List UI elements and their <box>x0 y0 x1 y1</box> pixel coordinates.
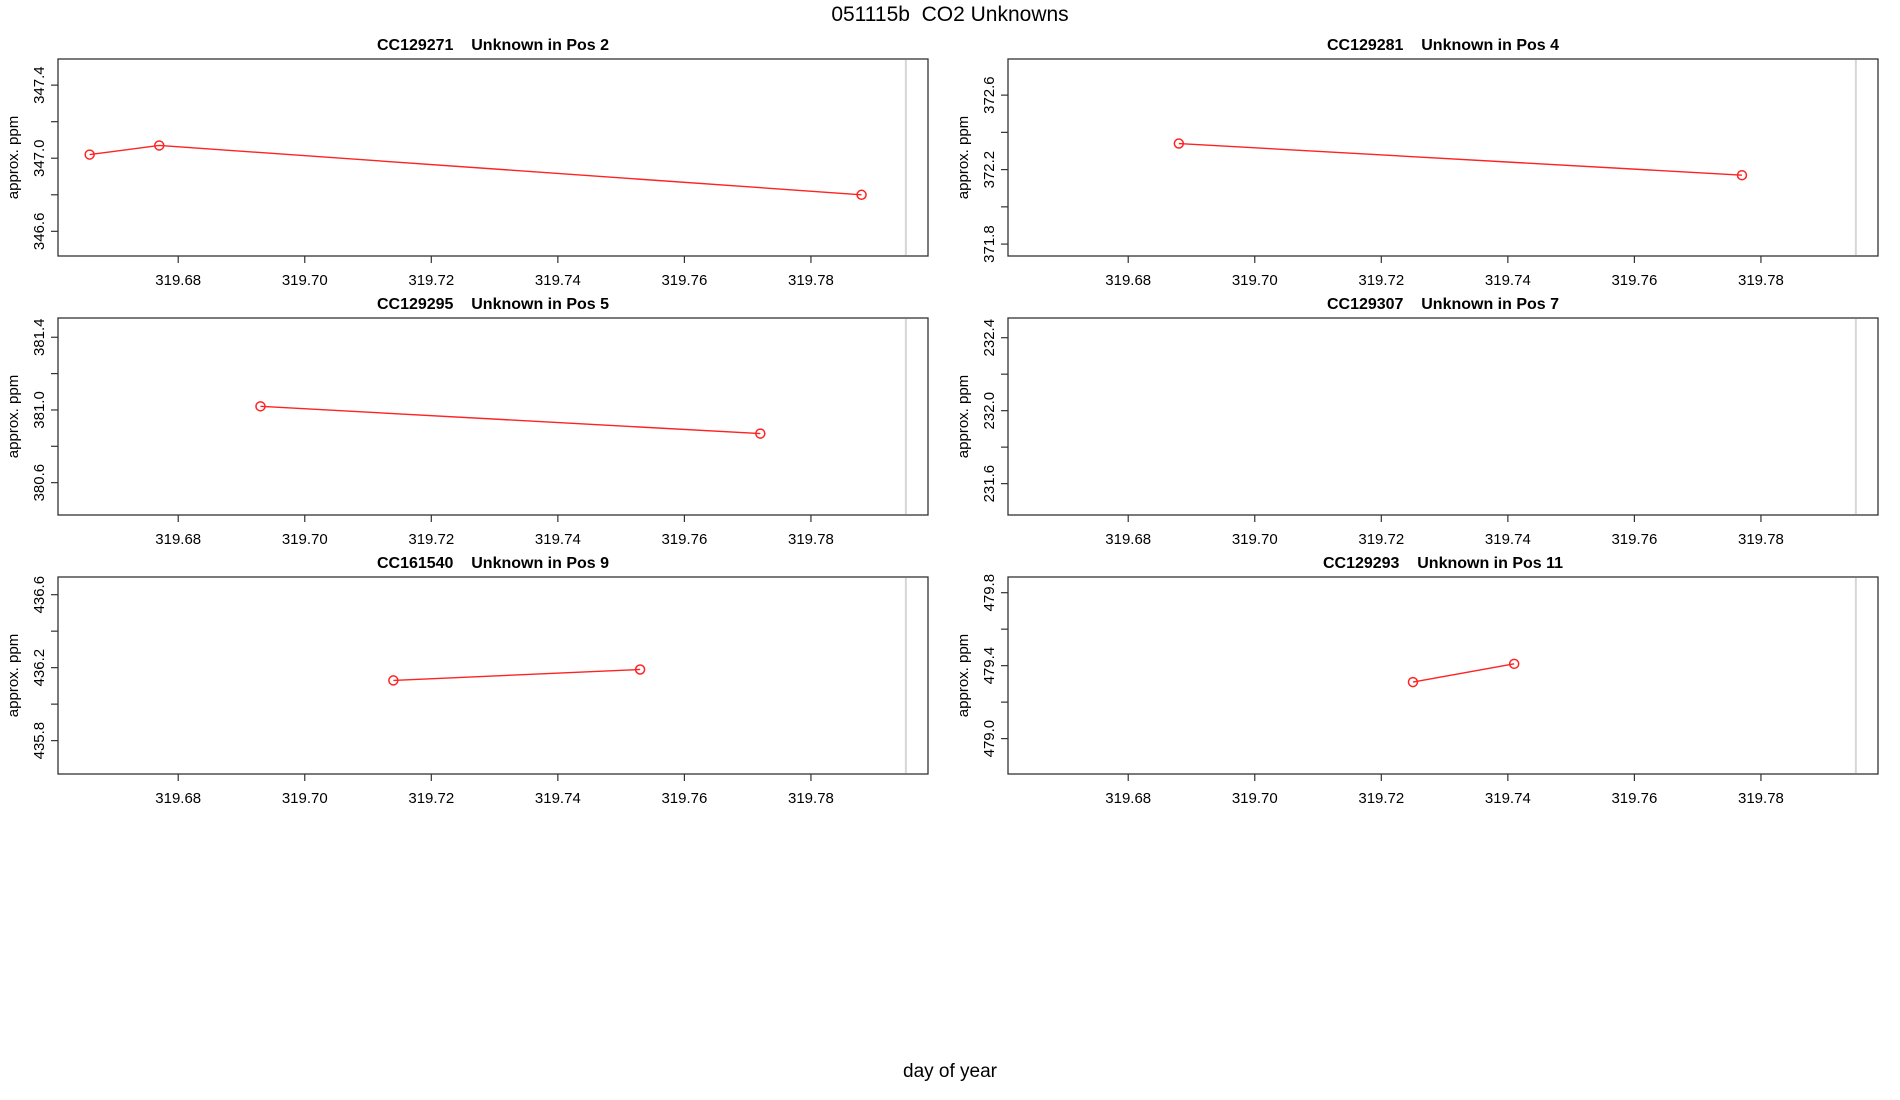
data-point <box>755 428 766 439</box>
y-tick-label: 232.4 <box>981 319 998 357</box>
panel-title: CC129281 Unknown in Pos 4 <box>1327 37 1559 54</box>
plot-frame <box>1007 576 1879 775</box>
data-point <box>1736 169 1748 181</box>
y-tick-label: 232.0 <box>981 392 998 430</box>
y-tick-label: 381.0 <box>31 391 48 429</box>
x-tick-label: 319.74 <box>1485 272 1531 289</box>
x-tick-label: 319.70 <box>1232 790 1278 807</box>
data-point <box>634 664 646 675</box>
y-tick-label: 436.6 <box>31 576 48 614</box>
y-tick-label: 371.8 <box>981 225 998 263</box>
x-tick-label: 319.70 <box>282 531 328 548</box>
y-tick-label: 231.6 <box>981 465 998 503</box>
y-tick-label: 372.2 <box>981 151 998 189</box>
data-point <box>84 149 95 160</box>
x-tick-label: 319.72 <box>1358 790 1404 807</box>
x-tick-label: 319.74 <box>1485 790 1531 807</box>
x-tick-label: 319.78 <box>1738 790 1784 807</box>
x-tick-label: 319.76 <box>661 790 707 807</box>
panel-title: CC129295 Unknown in Pos 5 <box>377 296 609 313</box>
panel-CC129281: 372.6 372.2 371.8 319.68 319.70 319.72 319.74 3… <box>955 37 1879 289</box>
y-tick-label: 479.4 <box>981 647 998 685</box>
data-line <box>89 144 862 196</box>
y-axis-label: approx. ppm <box>5 116 22 199</box>
x-tick-label: 319.68 <box>155 531 201 548</box>
y-tick-label: 380.6 <box>31 464 48 502</box>
x-tick-label: 319.72 <box>1358 272 1404 289</box>
x-tick-label: 319.70 <box>282 790 328 807</box>
x-tick-label: 319.68 <box>1105 272 1151 289</box>
data-line <box>1178 142 1743 176</box>
x-tick-label: 319.74 <box>1485 531 1531 548</box>
y-tick-label: 479.0 <box>981 720 998 758</box>
x-tick-label: 319.72 <box>408 531 454 548</box>
panel-title: CC129271 Unknown in Pos 2 <box>377 37 609 54</box>
plot-frame <box>57 576 929 775</box>
panel-CC129271: 347.4 347.0 346.6 319.68 319.70 319.72 319.74 3… <box>5 37 929 289</box>
data-point <box>388 675 399 686</box>
figure-title: 051115b CO2 Unknowns <box>831 3 1069 26</box>
y-tick-label: 381.4 <box>31 318 48 356</box>
panel-title: CC161540 Unknown in Pos 9 <box>377 555 609 572</box>
panel-CC129295: 381.4 381.0 380.6 319.68 319.70 319.72 319.74 3… <box>5 296 929 548</box>
x-tick-label: 319.76 <box>1611 272 1657 289</box>
x-tick-label: 319.78 <box>1738 272 1784 289</box>
x-tick-label: 319.68 <box>155 272 201 289</box>
x-tick-label: 319.78 <box>788 790 834 807</box>
plot-frame <box>1007 58 1879 257</box>
x-tick-label: 319.74 <box>535 790 581 807</box>
x-tick-label: 319.76 <box>1611 790 1657 807</box>
data-line <box>393 668 641 682</box>
plot-frame <box>1007 317 1879 516</box>
data-line <box>260 405 761 435</box>
panel-CC129307: 232.4 232.0 231.6 319.68 319.70 319.72 319.74 3… <box>955 296 1879 548</box>
y-tick-label: 346.6 <box>31 213 48 251</box>
x-tick-label: 319.68 <box>155 790 201 807</box>
y-tick-label: 435.8 <box>31 722 48 760</box>
data-point <box>1508 658 1520 670</box>
plot-frame <box>57 58 929 257</box>
y-tick-label: 347.4 <box>31 66 48 104</box>
data-point <box>255 401 266 412</box>
x-tick-label: 319.78 <box>1738 531 1784 548</box>
y-tick-label: 479.8 <box>981 574 998 612</box>
data-point <box>1407 676 1419 688</box>
y-axis-label: approx. ppm <box>955 634 972 717</box>
x-tick-label: 319.70 <box>1232 272 1278 289</box>
y-tick-label: 347.0 <box>31 139 48 177</box>
x-tick-label: 319.72 <box>408 272 454 289</box>
panel-title: CC129307 Unknown in Pos 7 <box>1327 296 1559 313</box>
plot-frame <box>57 317 929 516</box>
y-tick-label: 436.2 <box>31 649 48 687</box>
data-point <box>856 189 867 201</box>
y-axis-label: approx. ppm <box>955 116 972 199</box>
y-axis-label: approx. ppm <box>955 375 972 458</box>
x-tick-label: 319.74 <box>535 272 581 289</box>
data-point <box>1173 138 1185 149</box>
x-tick-label: 319.68 <box>1105 531 1151 548</box>
x-tick-label: 319.78 <box>788 272 834 289</box>
x-tick-label: 319.70 <box>1232 531 1278 548</box>
x-tick-label: 319.74 <box>535 531 581 548</box>
x-tick-label: 319.78 <box>788 531 834 548</box>
y-axis-label: approx. ppm <box>5 634 22 717</box>
x-tick-label: 319.70 <box>282 272 328 289</box>
x-axis-label: day of year <box>903 1061 997 1082</box>
panel-title: CC129293 Unknown in Pos 11 <box>1323 555 1563 572</box>
data-line <box>1412 663 1515 683</box>
panel-CC129293: 479.8 479.4 479.0 319.68 319.70 319.72 319.74 3… <box>955 555 1879 807</box>
x-tick-label: 319.76 <box>1611 531 1657 548</box>
panel-CC161540: 436.6 436.2 435.8 319.68 319.70 319.72 319.74 3… <box>5 555 929 807</box>
x-tick-label: 319.68 <box>1105 790 1151 807</box>
x-tick-label: 319.72 <box>1358 531 1404 548</box>
y-tick-label: 372.6 <box>981 76 998 114</box>
x-tick-label: 319.76 <box>661 272 707 289</box>
y-axis-label: approx. ppm <box>5 375 22 458</box>
x-tick-label: 319.76 <box>661 531 707 548</box>
data-point <box>153 140 165 151</box>
x-tick-label: 319.72 <box>408 790 454 807</box>
